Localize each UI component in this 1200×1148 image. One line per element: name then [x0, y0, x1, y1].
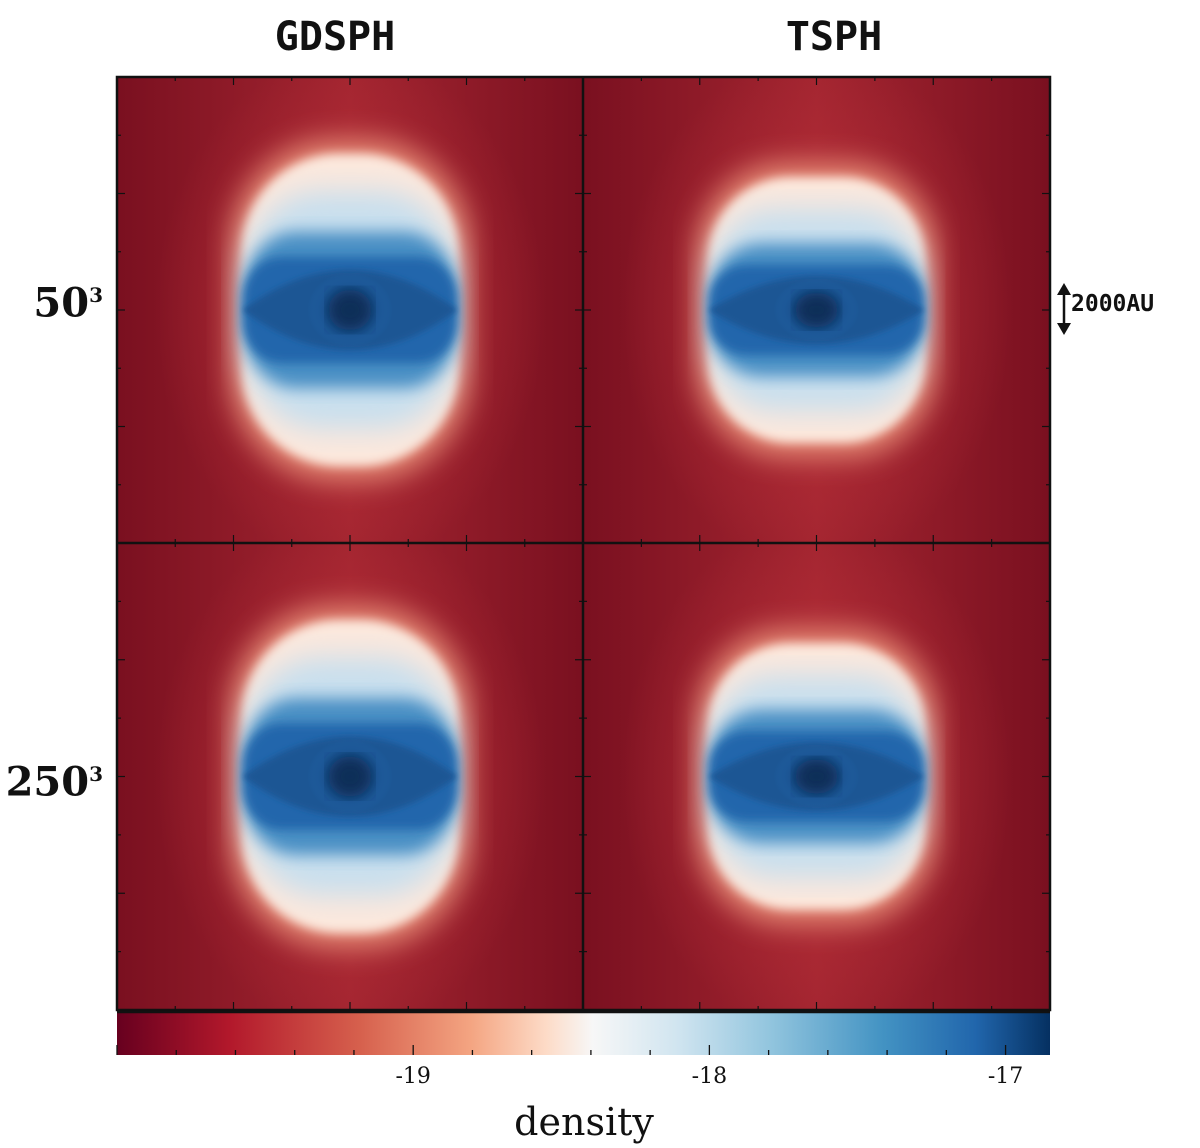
row-label-50: 503 — [33, 280, 103, 327]
density-panel — [583, 77, 1050, 543]
column-title-gdsph: GDSPH — [274, 14, 396, 60]
colorbar-tick-label: -18 — [691, 1064, 728, 1089]
column-title-tsph: TSPH — [785, 14, 883, 60]
density-panel — [117, 543, 583, 1010]
scale-bar — [1057, 283, 1071, 335]
density-panel — [117, 77, 583, 543]
colorbar-tick-label: -17 — [987, 1064, 1024, 1089]
row-label-250: 2503 — [6, 759, 103, 806]
colorbar — [116, 1010, 1050, 1055]
colorbar-label: density — [514, 1100, 654, 1144]
axis-ticks — [117, 77, 1050, 1010]
density-panel — [583, 543, 1050, 1010]
row-label-exponent: 3 — [89, 283, 103, 308]
row-label-base: 50 — [33, 279, 90, 327]
colorbar-tick-label: -19 — [395, 1064, 431, 1089]
row-label-base: 250 — [5, 758, 90, 806]
panel-frame — [115, 75, 1052, 1012]
scale-bar-label: 2000AU — [1071, 291, 1155, 317]
row-label-exponent: 3 — [89, 762, 103, 787]
